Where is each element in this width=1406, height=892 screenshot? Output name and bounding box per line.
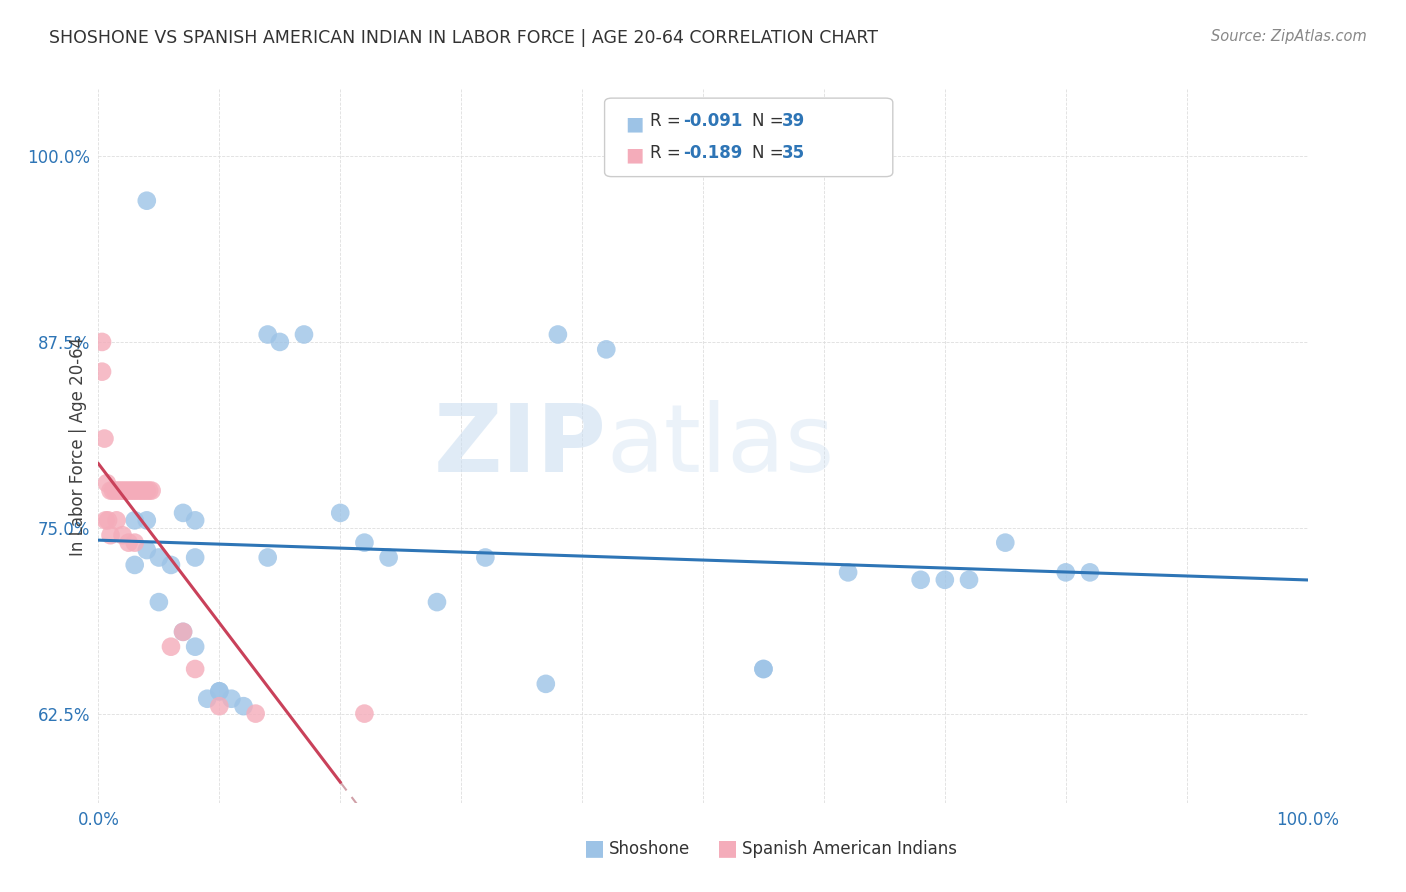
Point	[127, 483, 149, 498]
Text: 39: 39	[782, 112, 806, 130]
Point	[91, 334, 114, 349]
Point	[124, 535, 146, 549]
Point	[107, 483, 129, 498]
Text: Source: ZipAtlas.com: Source: ZipAtlas.com	[1211, 29, 1367, 44]
Point	[100, 528, 122, 542]
Point	[547, 327, 569, 342]
Point	[232, 699, 254, 714]
Point	[141, 483, 163, 498]
Point	[91, 365, 114, 379]
Point	[1054, 566, 1077, 580]
Point	[111, 528, 134, 542]
Y-axis label: In Labor Force | Age 20-64: In Labor Force | Age 20-64	[69, 336, 87, 556]
Text: 35: 35	[782, 144, 804, 161]
Point	[426, 595, 449, 609]
Point	[474, 550, 496, 565]
Point	[135, 483, 157, 498]
Point	[245, 706, 267, 721]
Text: R =: R =	[650, 112, 686, 130]
Text: N =: N =	[752, 144, 789, 161]
Point	[96, 476, 118, 491]
Point	[256, 550, 278, 565]
Point	[117, 483, 139, 498]
Point	[100, 483, 122, 498]
Point	[124, 558, 146, 572]
Point	[184, 662, 207, 676]
Text: atlas: atlas	[606, 400, 835, 492]
Text: N =: N =	[752, 112, 789, 130]
Point	[172, 624, 194, 639]
Text: SHOSHONE VS SPANISH AMERICAN INDIAN IN LABOR FORCE | AGE 20-64 CORRELATION CHART: SHOSHONE VS SPANISH AMERICAN INDIAN IN L…	[49, 29, 879, 46]
Text: -0.189: -0.189	[683, 144, 742, 161]
Text: -0.091: -0.091	[683, 112, 742, 130]
Point	[93, 432, 115, 446]
Point	[994, 535, 1017, 549]
Point	[595, 343, 617, 357]
Point	[208, 684, 231, 698]
Point	[184, 513, 207, 527]
Text: Shoshone: Shoshone	[609, 840, 690, 858]
Point	[752, 662, 775, 676]
Text: ■: ■	[626, 114, 644, 133]
Point	[134, 483, 156, 498]
Point	[534, 677, 557, 691]
Point	[124, 483, 146, 498]
Point	[934, 573, 956, 587]
Point	[195, 691, 218, 706]
Text: R =: R =	[650, 144, 686, 161]
Point	[752, 662, 775, 676]
Point	[148, 550, 170, 565]
Text: ■: ■	[717, 838, 738, 858]
Point	[118, 483, 141, 498]
Point	[160, 640, 183, 654]
Point	[114, 483, 136, 498]
Point	[135, 543, 157, 558]
Point	[94, 513, 117, 527]
Text: ■: ■	[626, 145, 644, 164]
Point	[353, 535, 375, 549]
Point	[353, 706, 375, 721]
Point	[957, 573, 980, 587]
Point	[172, 624, 194, 639]
Point	[208, 684, 231, 698]
Point	[208, 699, 231, 714]
Point	[108, 483, 131, 498]
Point	[329, 506, 352, 520]
Point	[104, 483, 127, 498]
Point	[910, 573, 932, 587]
Point	[377, 550, 399, 565]
Point	[118, 535, 141, 549]
Point	[124, 513, 146, 527]
Point	[97, 513, 120, 527]
Point	[135, 194, 157, 208]
Point	[121, 483, 143, 498]
Point	[256, 327, 278, 342]
Point	[128, 483, 150, 498]
Point	[172, 506, 194, 520]
Point	[292, 327, 315, 342]
Point	[184, 550, 207, 565]
Point	[837, 566, 859, 580]
Point	[111, 483, 134, 498]
Point	[148, 595, 170, 609]
Text: ZIP: ZIP	[433, 400, 606, 492]
Point	[101, 483, 124, 498]
Point	[1078, 566, 1101, 580]
Point	[221, 691, 243, 706]
Point	[105, 513, 128, 527]
Point	[160, 558, 183, 572]
Point	[135, 513, 157, 527]
Text: Spanish American Indians: Spanish American Indians	[742, 840, 957, 858]
Point	[131, 483, 153, 498]
Text: ■: ■	[583, 838, 605, 858]
Point	[184, 640, 207, 654]
Point	[138, 483, 160, 498]
Point	[269, 334, 291, 349]
